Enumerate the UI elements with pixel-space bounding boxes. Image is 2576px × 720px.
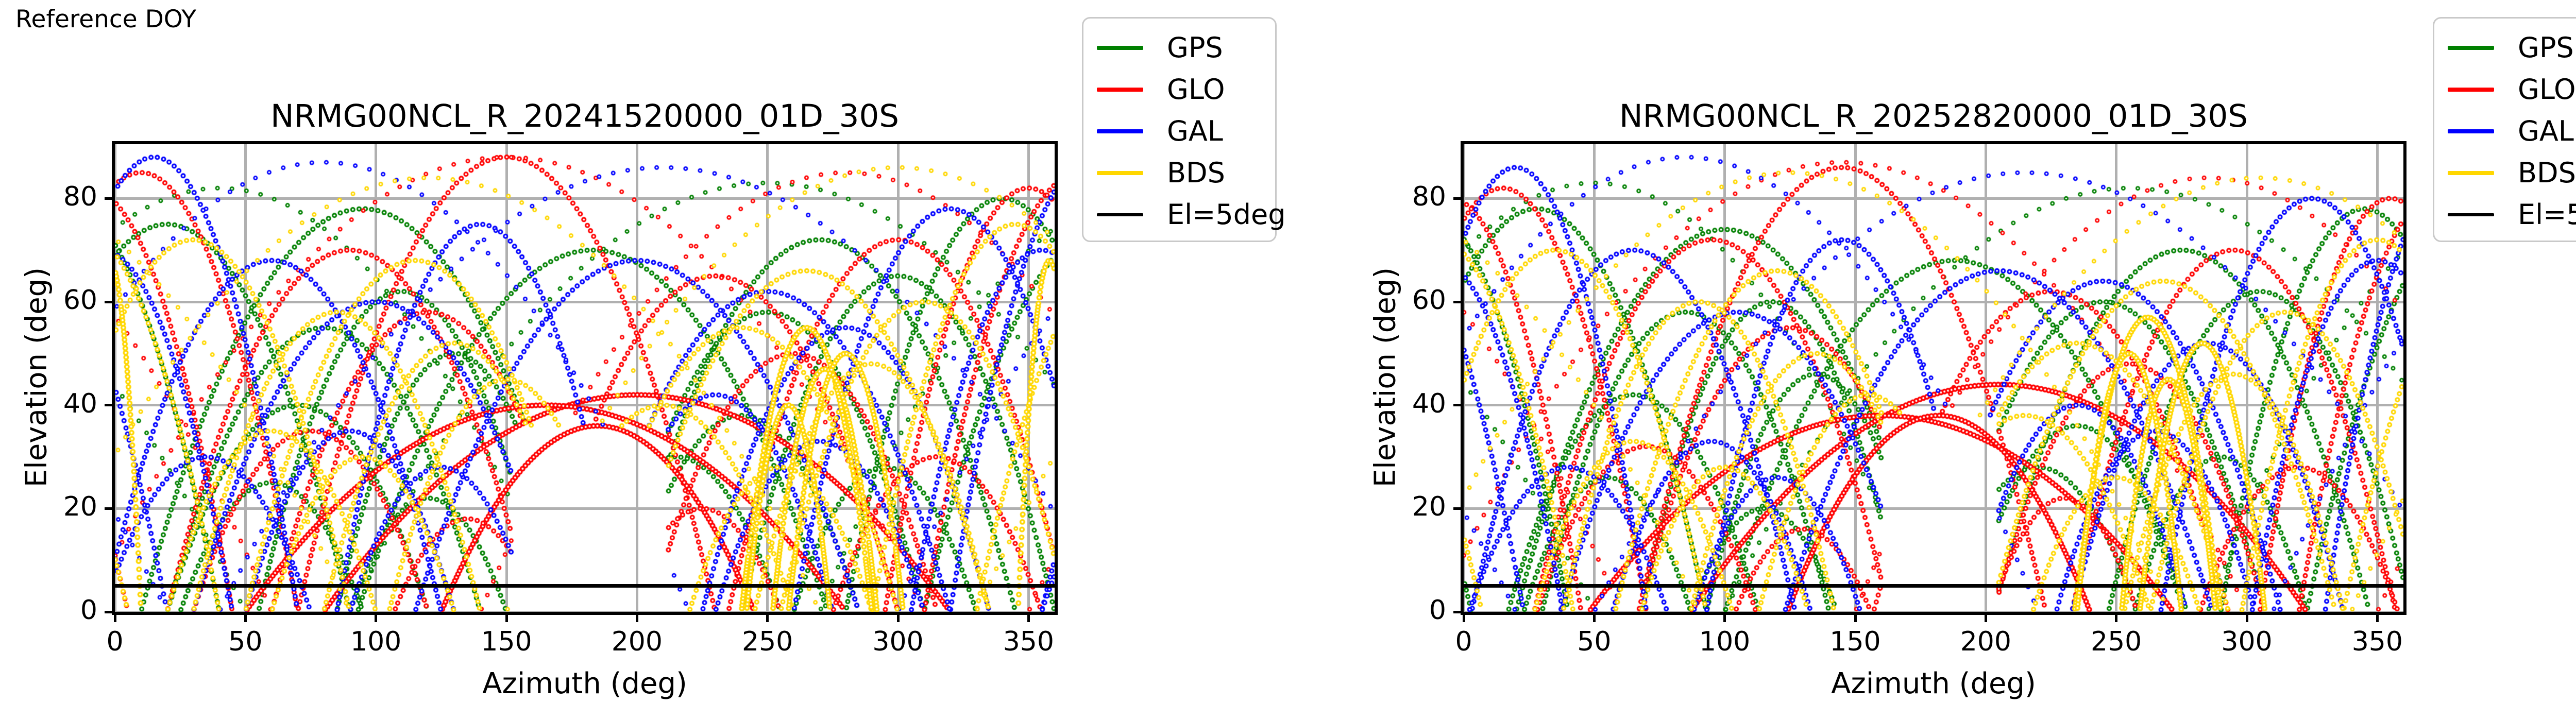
y-tick-mark <box>105 404 115 407</box>
y-tick-label: 20 <box>63 491 97 523</box>
legend-label: GLO <box>2518 73 2576 106</box>
y-tick-mark <box>105 610 115 613</box>
y-tick-label: 40 <box>63 388 97 419</box>
legend-entry: GAL <box>2448 110 2576 152</box>
legend-left: GPS GLO GAL BDS El=5deg <box>1082 17 1286 242</box>
y-tick-label: 60 <box>63 285 97 316</box>
y-tick-mark <box>1453 197 1464 200</box>
legend-label: GPS <box>1167 31 1223 64</box>
x-tick-mark <box>766 612 769 622</box>
x-tick-mark <box>244 612 247 622</box>
x-axis-label-left: Azimuth (deg) <box>482 667 687 700</box>
y-tick-mark <box>105 300 115 303</box>
x-tick-mark <box>2245 612 2248 622</box>
y-tick-label: 0 <box>1429 595 1446 626</box>
legend-label: GPS <box>2518 31 2574 64</box>
legend-entry: El=5deg <box>2448 194 2576 235</box>
x-tick-label: 300 <box>2221 626 2273 657</box>
plot-title-right: NRMG00NCL_R_20252820000_01D_30S <box>1619 98 2248 134</box>
x-tick-mark <box>896 612 900 622</box>
legend-label: El=5deg <box>2518 198 2576 231</box>
x-tick-mark <box>1723 612 1726 622</box>
x-tick-label: 350 <box>1003 626 1054 657</box>
legend-entry: GPS <box>1097 27 1275 68</box>
x-tick-mark <box>2115 612 2118 622</box>
figure-label: Reference DOY <box>15 5 196 33</box>
legend-label: BDS <box>2518 157 2576 189</box>
x-tick-label: 200 <box>611 626 663 657</box>
legend-entry: El=5deg <box>1097 194 1286 235</box>
x-tick-mark <box>113 612 116 622</box>
satellite-tracks-canvas-left <box>115 144 1055 612</box>
y-tick-label: 40 <box>1412 388 1446 419</box>
legend-entry: GLO <box>1097 68 1275 110</box>
x-tick-mark <box>1984 612 1987 622</box>
x-tick-label: 0 <box>1455 626 1472 657</box>
legend-entry: BDS <box>2448 152 2576 194</box>
y-tick-label: 20 <box>1412 491 1446 523</box>
x-tick-mark <box>1854 612 1857 622</box>
plot-area-left <box>113 144 1055 613</box>
legend-swatch-gps <box>2448 45 2494 50</box>
y-tick-label: 80 <box>1412 181 1446 213</box>
legend-swatch-bds <box>1097 170 1143 175</box>
legend-entry: BDS <box>1097 152 1275 194</box>
legend-label: GLO <box>1167 73 1225 106</box>
x-tick-mark <box>1027 612 1030 622</box>
x-tick-label: 100 <box>350 626 402 657</box>
satellite-tracks-canvas-right <box>1464 144 2403 612</box>
y-tick-mark <box>1453 507 1464 510</box>
y-tick-mark <box>1453 300 1464 303</box>
y-tick-label: 0 <box>80 595 97 626</box>
legend-swatch-glo <box>2448 87 2494 92</box>
y-tick-mark <box>105 507 115 510</box>
legend-entry: GPS <box>2448 27 2576 68</box>
x-tick-label: 250 <box>2091 626 2142 657</box>
x-tick-label: 150 <box>1829 626 1881 657</box>
x-tick-label: 100 <box>1699 626 1751 657</box>
y-tick-mark <box>1453 610 1464 613</box>
x-tick-label: 350 <box>2351 626 2403 657</box>
legend-label: El=5deg <box>1167 198 1286 231</box>
x-tick-mark <box>375 612 378 622</box>
legend-label: GAL <box>1167 115 1223 147</box>
legend-swatch-gal <box>1097 129 1143 133</box>
plot-title-left: NRMG00NCL_R_20241520000_01D_30S <box>270 98 899 134</box>
x-tick-label: 150 <box>481 626 532 657</box>
x-tick-mark <box>2376 612 2379 622</box>
y-tick-mark <box>1453 404 1464 407</box>
y-tick-label: 80 <box>63 181 97 213</box>
plot-area-right <box>1462 144 2403 613</box>
x-tick-label: 0 <box>106 626 124 657</box>
x-tick-mark <box>1462 612 1465 622</box>
x-tick-label: 200 <box>1960 626 2011 657</box>
legend-right: GPS GLO GAL BDS El=5deg <box>2433 17 2576 242</box>
x-axis-label-right: Azimuth (deg) <box>1831 667 2036 700</box>
x-tick-label: 250 <box>742 626 793 657</box>
x-tick-label: 300 <box>872 626 924 657</box>
elevation-cutoff-line-right <box>1464 584 2403 588</box>
x-tick-label: 50 <box>1577 626 1612 657</box>
x-tick-mark <box>1592 612 1596 622</box>
legend-swatch-bds <box>2448 170 2494 175</box>
elevation-cutoff-line-left <box>115 584 1055 588</box>
legend-label: BDS <box>1167 157 1225 189</box>
x-tick-mark <box>635 612 638 622</box>
x-tick-mark <box>505 612 508 622</box>
legend-swatch-glo <box>1097 87 1143 92</box>
legend-entry: GAL <box>1097 110 1275 152</box>
legend-swatch-el=5deg <box>1097 213 1143 216</box>
legend-label: GAL <box>2518 115 2574 147</box>
legend-swatch-gal <box>2448 129 2494 133</box>
legend-entry: GLO <box>2448 68 2576 110</box>
legend-swatch-gps <box>1097 45 1143 50</box>
x-tick-label: 50 <box>228 626 263 657</box>
y-tick-label: 60 <box>1412 285 1446 316</box>
y-tick-mark <box>105 197 115 200</box>
legend-swatch-el=5deg <box>2448 213 2494 216</box>
